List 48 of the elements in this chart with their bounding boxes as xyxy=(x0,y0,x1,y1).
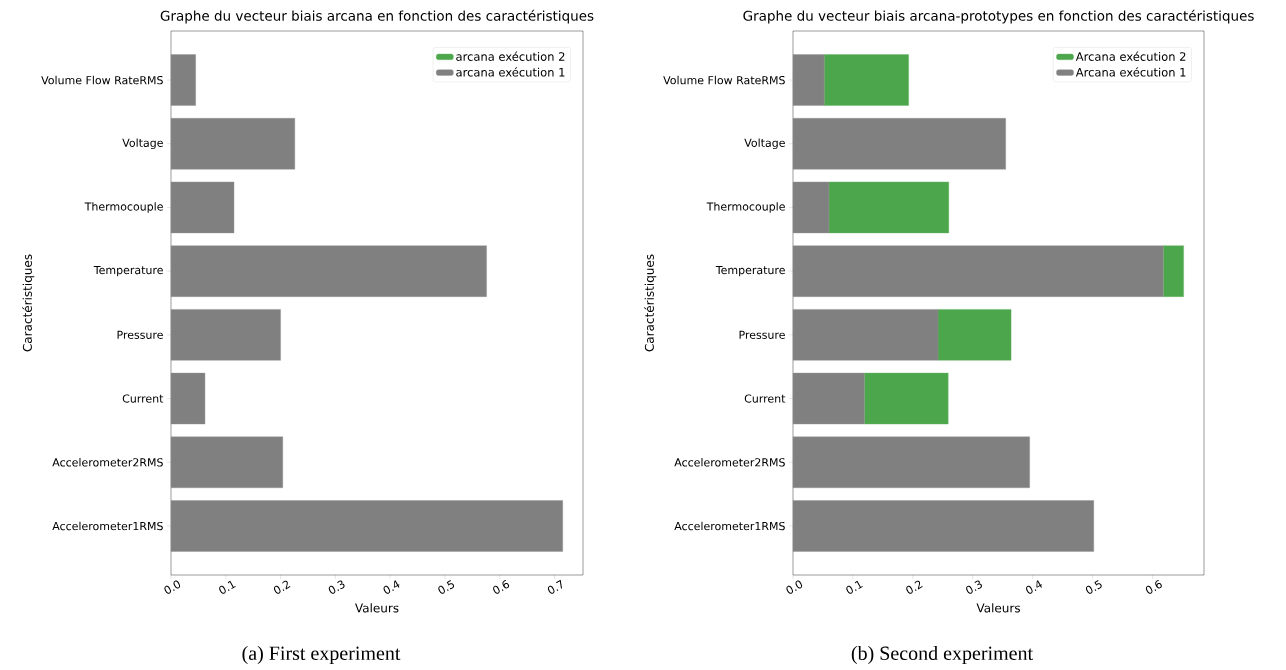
x-tick-label: 0.0 xyxy=(786,580,803,594)
y-tick-label: Accelerometer1RMS xyxy=(674,521,785,531)
legend-label: arcana exécution 2 xyxy=(456,51,565,61)
bar xyxy=(937,309,1012,361)
y-tick-label: Volume Flow RateRMS xyxy=(41,75,163,85)
y-tick-label: Temperature xyxy=(715,266,785,277)
x-tick-label: 0.2 xyxy=(906,580,923,594)
y-axis-title: Caractéristiques xyxy=(644,254,657,352)
chart-title: Graphe du vecteur biais arcana en fonction des caractéristiques xyxy=(160,9,594,24)
legend-label: arcana exécution 1 xyxy=(456,67,565,77)
x-tick-label: 0.6 xyxy=(1145,580,1162,594)
y-tick-label: Pressure xyxy=(739,330,785,339)
y-tick-label: Thermocouple xyxy=(84,202,163,213)
text: (a) First experiment xyxy=(242,645,401,665)
bar xyxy=(828,181,949,234)
x-tick-label: 0.4 xyxy=(1026,580,1042,594)
x-tick-label: 0.7 xyxy=(547,579,562,594)
x-tick-label: 0.5 xyxy=(438,580,455,594)
chart-title: Graphe du vecteur biais arcana-prototypes en fonction des caractéristiques xyxy=(743,9,1254,24)
x-tick-label: 0.4 xyxy=(383,580,400,594)
y-tick-label: Pressure xyxy=(117,330,163,339)
y-tick-label: Voltage xyxy=(122,138,163,150)
bar xyxy=(864,372,949,425)
y-axis-title: Caractéristiques xyxy=(22,254,35,352)
x-tick-label: 0.3 xyxy=(966,580,982,594)
y-tick-label: Current xyxy=(122,394,164,403)
x-axis-title: Valeurs xyxy=(976,603,1020,613)
y-tick-label: Accelerometer2RMS xyxy=(674,458,785,467)
x-tick-label: 0.5 xyxy=(1085,580,1102,594)
y-tick-label: Current xyxy=(744,394,786,403)
y-tick-label: Voltage xyxy=(744,138,785,150)
x-tick-label: 0.3 xyxy=(328,580,345,594)
legend-label: Arcana exécution 2 xyxy=(1075,51,1186,61)
y-tick-label: Accelerometer2RMS xyxy=(52,458,163,467)
bar xyxy=(1163,245,1184,297)
text: (b) Second experiment xyxy=(851,645,1033,665)
y-tick-label: Temperature xyxy=(93,266,163,277)
bar xyxy=(823,54,909,106)
legend-label: Arcana exécution 1 xyxy=(1075,67,1186,77)
x-tick-label: 0.6 xyxy=(493,580,510,594)
y-tick-label: Thermocouple xyxy=(706,202,785,213)
x-tick-label: 0.0 xyxy=(164,580,181,594)
x-tick-label: 0.2 xyxy=(273,580,291,594)
y-tick-label: Volume Flow RateRMS xyxy=(663,75,785,85)
y-tick-label: Accelerometer1RMS xyxy=(52,521,163,531)
x-tick-label: 0.1 xyxy=(846,580,863,594)
x-tick-label: 0.1 xyxy=(219,580,236,594)
x-axis-title: Valeurs xyxy=(355,603,399,613)
